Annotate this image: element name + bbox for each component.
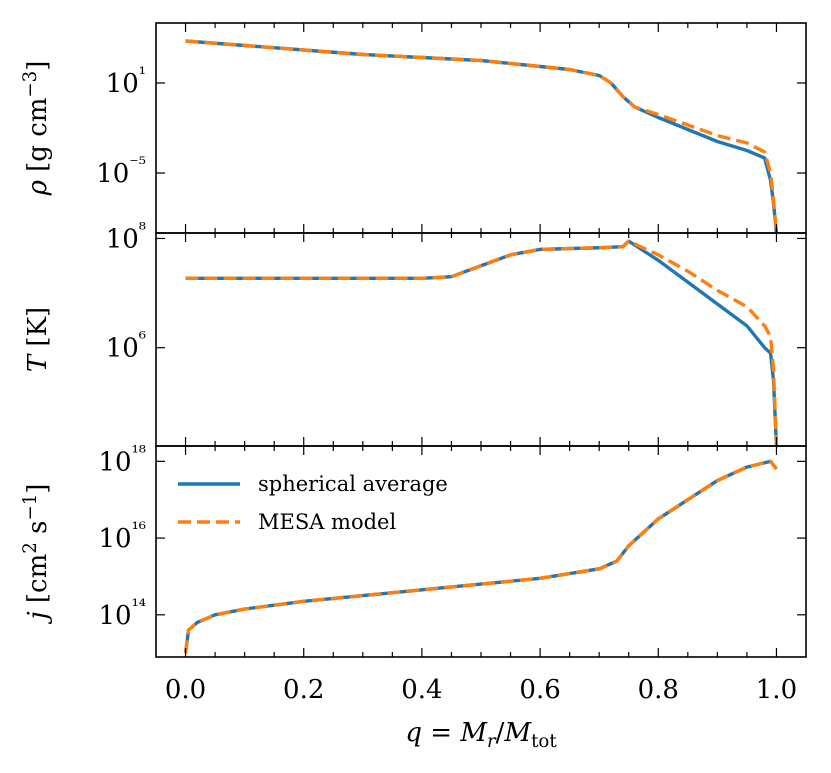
- legend-label: spherical average: [258, 472, 448, 496]
- x-tick-label: 0.8: [638, 675, 679, 705]
- series-line-mesa-model-temperature: [185, 239, 779, 446]
- y-axis-label: j [cm2 s−1]: [20, 484, 53, 625]
- y-tick-label: 10¹⁴: [98, 596, 146, 631]
- x-axis: 0.0 0.2 0.4 0.6 0.8 1.0 q = Mr/Mtot: [165, 23, 797, 752]
- y-axis-label: ρ [g cm−3]: [20, 61, 53, 197]
- panel-frame: [155, 445, 807, 658]
- series-line-mesa-model-angular-momentum: [183, 459, 778, 654]
- y-tick-label: 10¹⁶: [98, 519, 146, 554]
- x-tick-label: 0.2: [283, 675, 324, 705]
- y-ticks: 10¹ 10⁻⁵: [96, 64, 806, 189]
- y-tick-label: 10⁻⁵: [96, 154, 146, 189]
- series-line-spherical-average-density: [185, 39, 779, 233]
- y-tick-label: 10⁸: [106, 219, 146, 254]
- panel-angular-momentum: 10¹⁸ 10¹⁶ 10¹⁴ j [cm2 s−1]: [20, 442, 807, 658]
- panel-temperature: 10⁸ 10⁶ T [K]: [23, 219, 807, 447]
- panels: 10¹ 10⁻⁵ ρ [g cm−3] 10⁸ 10⁶ T [K] 10¹⁸ 10¹⁶ 10¹⁴…: [20, 22, 807, 658]
- x-tick-label: 0.6: [519, 675, 560, 705]
- panel-frame: [155, 22, 807, 234]
- x-tick-label: 0.0: [165, 675, 206, 705]
- y-axis-label: T [K]: [23, 307, 53, 372]
- y-tick-label: 10⁶: [106, 329, 146, 364]
- x-tick-label: 1.0: [756, 675, 797, 705]
- legend: spherical average MESA model: [178, 472, 448, 534]
- y-ticks: 10¹⁸ 10¹⁶ 10¹⁴: [98, 442, 806, 631]
- x-axis-label: q = Mr/Mtot: [405, 718, 557, 752]
- y-tick-label: 10¹: [106, 64, 146, 99]
- series-line-mesa-model-density: [185, 39, 779, 233]
- legend-label: MESA model: [258, 510, 396, 534]
- panel-density: 10¹ 10⁻⁵ ρ [g cm−3]: [20, 22, 807, 234]
- y-ticks: 10⁸ 10⁶: [106, 219, 806, 364]
- y-tick-label: 10¹⁸: [98, 442, 146, 477]
- x-tick-label: 0.4: [401, 675, 442, 705]
